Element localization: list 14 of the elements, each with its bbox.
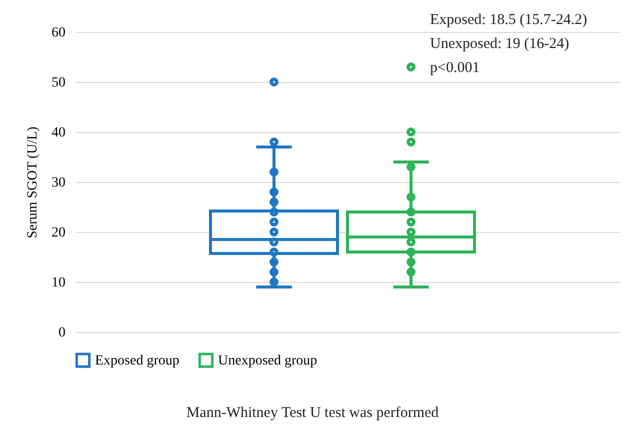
text: Mann-Whitney Test U test was performed [186, 405, 440, 421]
y-tick-label: 30 [52, 176, 66, 190]
y-tick-label: 40 [52, 126, 66, 140]
text: Exposed: 18.5 (15.7-24.2) [430, 12, 588, 28]
legend-label: Unexposed group [218, 353, 318, 368]
annotation: p<0.001 [430, 60, 480, 76]
y-tick-label: 20 [52, 226, 66, 240]
y-tick-label: 50 [52, 76, 66, 90]
annotation: Unexposed: 19 (16-24) [430, 36, 570, 52]
y-axis-title: Serum SGOT (U/L) [26, 126, 40, 238]
y-tick-label: 10 [52, 276, 66, 290]
y-tick-label: 0 [58, 326, 66, 340]
legend-label: Exposed group [95, 353, 180, 368]
y-tick-label: 60 [52, 26, 66, 40]
